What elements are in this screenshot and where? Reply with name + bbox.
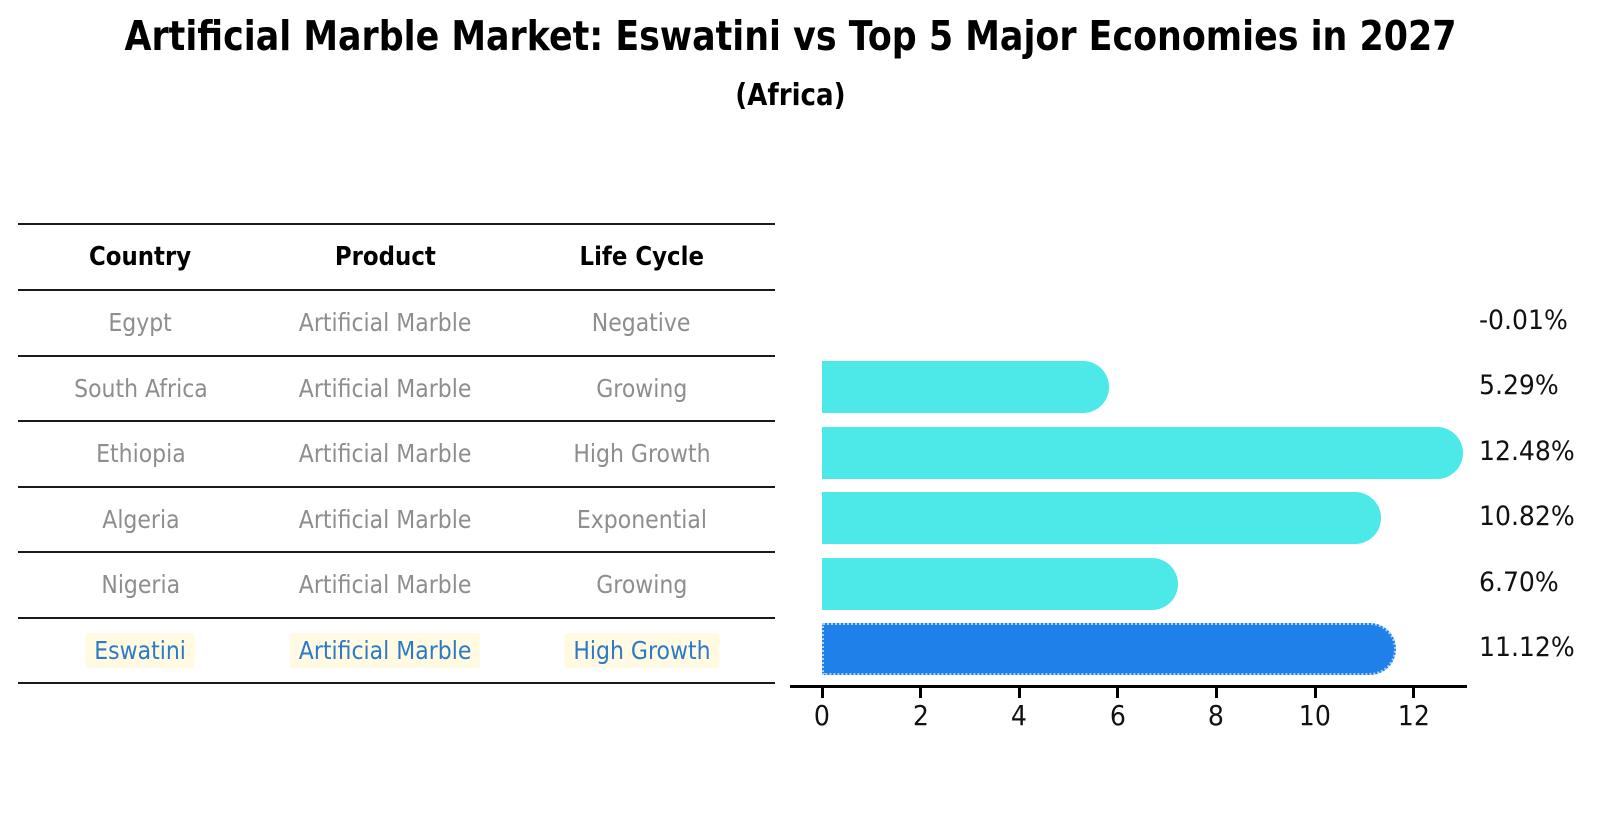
country-cell: Nigeria — [101, 570, 180, 600]
product-cell: Artificial Marble — [263, 632, 508, 668]
x-tick-label-6: 6 — [1109, 699, 1126, 732]
x-tick-mark-6 — [1116, 688, 1120, 698]
table-row-south-africa: South Africa Artificial Marble Growing — [18, 354, 775, 421]
value-label-algeria: 10.82% — [1479, 501, 1575, 533]
country-cell: Eswatini — [18, 632, 263, 668]
product-cell: Artificial Marble — [299, 308, 472, 338]
table-header-row: Country Product Life Cycle — [18, 223, 775, 289]
product-cell: Artificial Marble — [299, 504, 472, 534]
value-label-south-africa: 5.29% — [1479, 370, 1559, 402]
x-tick-mark-12 — [1412, 688, 1416, 698]
country-cell: Ethiopia — [95, 439, 186, 469]
table-row-ethiopia: Ethiopia Artificial Marble High Growth — [18, 420, 775, 486]
highlight-bar-eswatini — [822, 623, 1397, 676]
life-cycle-cell: Growing — [595, 570, 688, 600]
table-row-eswatini: Eswatini Artificial Marble High Growth — [18, 616, 775, 684]
x-tick-mark-8 — [1214, 688, 1218, 698]
country-cell: Algeria — [101, 504, 180, 534]
page-subtitle-wrap: (Africa) — [0, 78, 1580, 113]
table-row-nigeria: Nigeria Artificial Marble Growing — [18, 551, 775, 617]
value-label-ethiopia: 12.48% — [1479, 435, 1575, 467]
value-label-nigeria: 6.70% — [1479, 566, 1559, 598]
page-title-wrap: Artificial Marble Market: Eswatini vs To… — [0, 12, 1580, 60]
life-cycle-cell: Growing — [595, 373, 688, 403]
x-tick-label-2: 2 — [912, 699, 929, 732]
table-row-algeria: Algeria Artificial Marble Exponential — [18, 485, 775, 552]
table-row-egypt: Egypt Artificial Marble Negative — [18, 289, 775, 355]
x-tick-mark-0 — [820, 688, 824, 698]
value-label-eswatini: 11.12% — [1479, 632, 1575, 664]
page-title: Artificial Marble Market: Eswatini vs To… — [124, 12, 1456, 60]
life-cycle-cell: Exponential — [576, 504, 707, 534]
country-cell: South Africa — [73, 373, 208, 403]
product-cell: Artificial Marble — [299, 373, 472, 403]
bar-south-africa — [822, 361, 1109, 414]
value-label-egypt: -0.01% — [1479, 304, 1568, 336]
x-tick-label-12: 12 — [1397, 699, 1430, 732]
page-subtitle: (Africa) — [734, 78, 846, 113]
bar-algeria — [822, 492, 1382, 545]
x-axis-line — [790, 685, 1467, 688]
life-cycle-cell: Negative — [592, 308, 691, 338]
bar-nigeria — [822, 557, 1179, 610]
life-cycle-cell: High Growth — [572, 439, 711, 469]
x-tick-label-0: 0 — [813, 699, 831, 732]
x-tick-mark-4 — [1017, 688, 1021, 698]
header-cell-life-cycle: Life Cycle — [579, 242, 704, 272]
x-tick-label-10: 10 — [1298, 699, 1332, 732]
x-tick-mark-10 — [1313, 688, 1317, 698]
country-cell: Egypt — [108, 308, 173, 338]
product-cell: Artificial Marble — [299, 439, 472, 469]
header-cell-product: Product — [335, 242, 436, 272]
x-tick-label-4: 4 — [1011, 699, 1028, 732]
country-table: Country Product Life Cycle Egypt Artifici… — [18, 223, 775, 684]
table-body: Egypt Artificial Marble Negative South Afri… — [18, 289, 775, 684]
life-cycle-cell: High Growth — [508, 632, 775, 668]
header-cell-country: Country — [89, 242, 192, 272]
product-cell: Artificial Marble — [299, 570, 472, 600]
x-tick-label-8: 8 — [1208, 699, 1225, 732]
x-tick-mark-2 — [919, 688, 923, 698]
bar-ethiopia — [822, 426, 1464, 479]
